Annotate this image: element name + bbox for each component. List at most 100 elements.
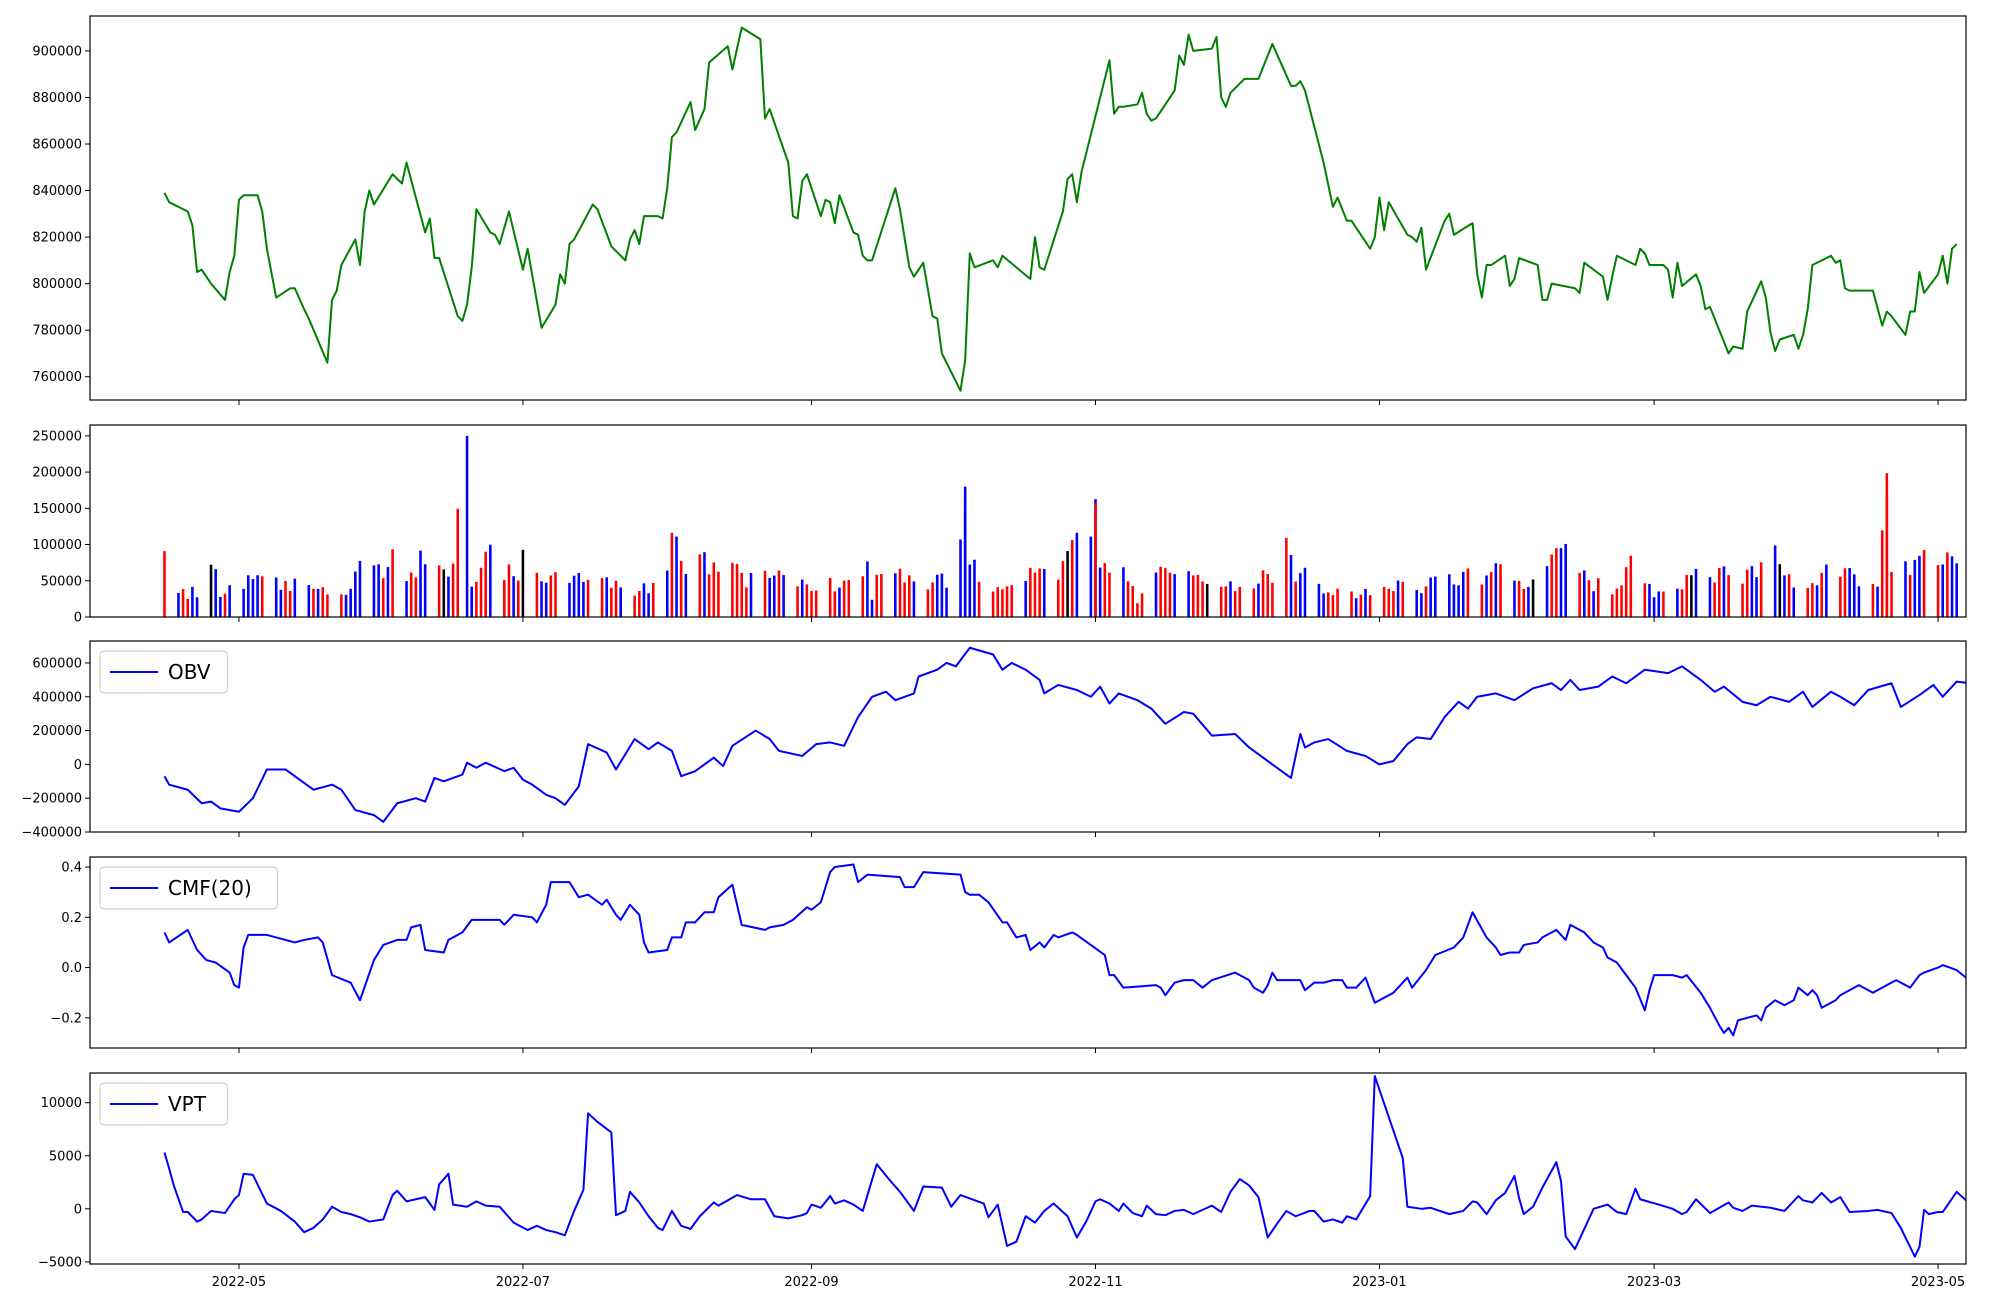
volume-bar bbox=[1238, 586, 1242, 617]
volume-bar bbox=[1122, 567, 1125, 617]
volume-bar bbox=[181, 589, 185, 617]
volume-bar bbox=[1787, 574, 1791, 617]
volume-bar bbox=[1485, 575, 1488, 617]
plot-area bbox=[163, 435, 1958, 617]
y-tick-label: 760000 bbox=[32, 370, 82, 385]
volume-bar bbox=[177, 592, 180, 617]
axes-frame bbox=[89, 424, 1967, 618]
volume-bar bbox=[1713, 582, 1716, 617]
volume-bar bbox=[279, 589, 283, 617]
volume-bar bbox=[1778, 564, 1782, 617]
volume-bar bbox=[256, 575, 259, 617]
volume-bar bbox=[740, 572, 743, 617]
volume-bar bbox=[670, 532, 674, 617]
y-tick-label: 400000 bbox=[32, 690, 82, 705]
volume-bar bbox=[470, 586, 473, 617]
volume-bar bbox=[456, 508, 460, 617]
volume-bar bbox=[1331, 595, 1335, 617]
volume-bar bbox=[1285, 537, 1288, 617]
volume-bar bbox=[1271, 582, 1274, 617]
volume-bar bbox=[442, 569, 446, 617]
volume-bar bbox=[1089, 536, 1093, 617]
volume-bar bbox=[749, 572, 753, 617]
volume-bar bbox=[1662, 591, 1665, 617]
volume-bar bbox=[1857, 586, 1861, 617]
volume-bar bbox=[1173, 574, 1176, 617]
volume-bar bbox=[898, 568, 902, 617]
axes-frame bbox=[89, 15, 1967, 401]
volume-bar bbox=[1946, 552, 1949, 617]
volume-bar bbox=[1322, 593, 1325, 617]
volume-bar bbox=[1513, 580, 1516, 617]
volume-bar bbox=[1401, 581, 1405, 617]
volume-bar bbox=[354, 571, 357, 617]
volume-bar bbox=[735, 563, 739, 617]
volume-bar bbox=[973, 559, 976, 617]
volume-bar bbox=[1480, 584, 1484, 617]
volume-bar bbox=[1741, 583, 1744, 617]
volume-bar bbox=[1811, 583, 1814, 617]
panel-vpt: −5000 0 5000 10000 VPT bbox=[38, 1072, 1967, 1270]
volume-bar bbox=[968, 564, 972, 617]
legend-box bbox=[99, 1082, 229, 1126]
volume-bar bbox=[242, 588, 245, 617]
y-tick-label: 200000 bbox=[32, 724, 82, 739]
volume-bar bbox=[814, 590, 818, 617]
volume-bar bbox=[959, 539, 962, 617]
volume-bar bbox=[703, 552, 706, 617]
y-tick-label: 0 bbox=[74, 758, 82, 773]
volume-bar bbox=[1517, 580, 1521, 617]
volume-bar bbox=[1350, 591, 1353, 617]
y-tick-label: 0.2 bbox=[61, 911, 82, 926]
volume-bar bbox=[316, 588, 320, 617]
volume-bar bbox=[1531, 579, 1535, 617]
y-tick-label: 200000 bbox=[32, 466, 82, 481]
volume-bar bbox=[935, 574, 939, 617]
volume-bar bbox=[1056, 579, 1060, 617]
volume-bar bbox=[1755, 577, 1758, 617]
panel-cmf-20-: −0.2 0.0 0.2 0.4 CMF(20) bbox=[50, 856, 1967, 1049]
volume-bar bbox=[1001, 589, 1004, 617]
volume-bar bbox=[521, 549, 525, 617]
volume-bar bbox=[1559, 548, 1563, 617]
volume-bar bbox=[1257, 583, 1260, 617]
y-tick-label: 880000 bbox=[32, 91, 82, 106]
volume-bar bbox=[768, 577, 771, 617]
volume-bar bbox=[326, 594, 329, 617]
volume-bar bbox=[931, 582, 934, 617]
volume-bar bbox=[796, 586, 799, 617]
volume-bar bbox=[1252, 588, 1256, 617]
volume-bar bbox=[800, 579, 804, 617]
volume-bar bbox=[274, 577, 278, 617]
volume-bar bbox=[223, 593, 227, 617]
volume-bar bbox=[1941, 564, 1944, 617]
volume-bar bbox=[195, 597, 199, 617]
volume-bar bbox=[1094, 503, 1097, 617]
volume-bar bbox=[1317, 583, 1321, 617]
volume-bar bbox=[894, 573, 897, 617]
volume-bar bbox=[1680, 589, 1684, 617]
volume-bar bbox=[996, 587, 1000, 617]
series-line bbox=[163, 26, 1958, 392]
volume-bar bbox=[1885, 493, 1889, 617]
volume-bar bbox=[1592, 591, 1595, 617]
volume-bar bbox=[535, 572, 539, 617]
y-tick-label: −400000 bbox=[21, 826, 82, 841]
volume-bar bbox=[1750, 566, 1754, 617]
y-tick-label: 0 bbox=[74, 611, 82, 626]
volume-bar bbox=[386, 567, 390, 617]
volume-bar bbox=[516, 580, 520, 617]
volume-bar bbox=[186, 598, 190, 617]
volume-bar bbox=[1708, 577, 1712, 617]
volume-bar bbox=[991, 591, 995, 617]
volume-bar bbox=[1452, 584, 1456, 617]
volume-bar bbox=[409, 572, 413, 617]
volume-bar bbox=[1620, 585, 1623, 617]
volume-bar bbox=[479, 567, 483, 617]
volume-bar bbox=[651, 582, 655, 617]
volume-bar bbox=[773, 575, 776, 617]
volume-bar bbox=[1652, 597, 1656, 617]
volume-bar bbox=[1685, 574, 1688, 617]
plot-area bbox=[163, 26, 1958, 392]
volume-bar bbox=[1694, 568, 1698, 617]
